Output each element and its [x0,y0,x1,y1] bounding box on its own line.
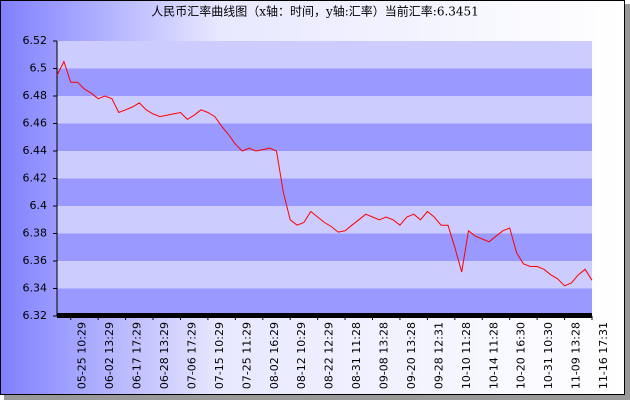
y-tick-label: 6.46 [23,117,48,130]
x-tick-label: 06-02 13:29 [103,322,116,389]
x-tick-label: 09-08 13:28 [378,322,391,389]
x-tick-label: 11-16 17:31 [597,322,610,389]
x-tick-label: 07-25 11:29 [240,322,253,389]
x-tick-label: 10-14 11:28 [487,322,500,389]
band [57,288,592,316]
chart-title: 人民币汇率曲线图（x轴：时间，y轴:汇率）当前汇率:6.3451 [151,4,479,19]
y-tick-label: 6.5 [30,62,48,75]
y-tick-label: 6.52 [23,34,48,47]
x-tick-label: 06-28 13:29 [158,322,171,389]
band [57,233,592,261]
x-tick-label: 11-09 13:28 [570,322,583,389]
x-tick-label: 09-20 13:28 [405,322,418,389]
x-tick-label: 10-10 11:28 [460,322,473,389]
band [57,123,592,151]
x-tick-label: 07-06 17:29 [185,322,198,389]
y-tick-label: 6.44 [23,144,48,157]
band [57,41,592,69]
line [56,60,593,287]
band [57,96,592,124]
x-tick-label: 08-02 16:29 [268,322,281,389]
y-tick-label: 6.34 [23,282,48,295]
x-tick-label: 10-20 16:30 [515,322,528,389]
x-tick-label: 05-25 10:29 [76,322,89,389]
y-tick-label: 6.48 [23,89,48,102]
y-tick-label: 6.38 [23,227,48,240]
x-tick-label: 08-12 10:29 [295,322,308,389]
x-tick-label: 09-28 12:31 [432,322,445,389]
shadow [625,4,630,400]
x-tick-label: 08-31 11:28 [350,322,363,389]
x-tick-label: 08-22 12:29 [323,322,336,389]
band [57,178,592,206]
band [57,68,592,96]
band [57,151,592,179]
y-tick-label: 6.32 [23,309,48,322]
x-axis [57,313,592,318]
y-tick-label: 6.42 [23,172,48,185]
band [57,206,592,234]
x-tick-label: 07-15 10:29 [213,322,226,389]
y-tick-label: 6.36 [23,254,48,267]
x-tick-label: 10-31 10:30 [542,322,555,389]
x-tick-label: 06-17 17:29 [131,322,144,389]
band [57,261,592,289]
y-tick-label: 6.4 [30,199,48,212]
shadow [4,395,630,400]
